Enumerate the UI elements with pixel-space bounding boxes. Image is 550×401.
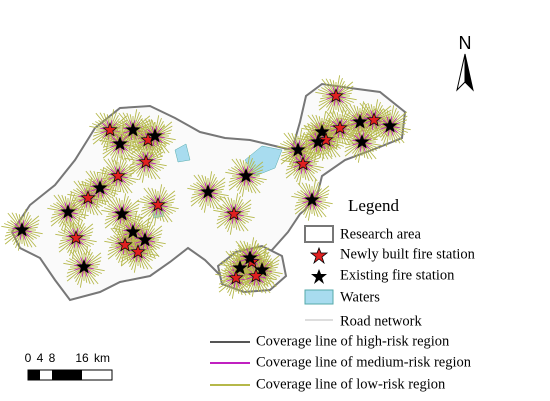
coverage-line (73, 180, 89, 199)
legend: Legend Research area Newly built fire st… (210, 196, 476, 392)
existing-station (254, 261, 270, 277)
coverage-line (110, 227, 126, 246)
legend-label: Newly built fire station (340, 246, 476, 262)
existing-station (125, 223, 141, 239)
new-station (318, 131, 334, 147)
legend-title: Legend (348, 196, 399, 215)
existing-station (76, 258, 92, 274)
existing-station (200, 183, 216, 199)
legend-swatch (311, 269, 327, 284)
coverage-line (143, 187, 159, 206)
new-station (138, 153, 154, 169)
new-station (332, 119, 348, 135)
coverage-line (193, 174, 209, 193)
existing-station (112, 135, 128, 151)
existing-station (147, 127, 163, 143)
coverage-line (107, 196, 123, 215)
legend-label: Coverage line of low-risk region (256, 376, 446, 392)
waters (174, 143, 191, 163)
existing-station (114, 205, 130, 221)
coverage-line (219, 196, 235, 215)
scale-label: 4 (37, 351, 44, 365)
scale-unit: km (94, 351, 110, 365)
coverage-line (231, 158, 247, 177)
coverage-line (303, 124, 319, 143)
new-station (226, 205, 242, 221)
new-station (295, 155, 311, 171)
coverage-line (347, 124, 363, 143)
legend-label: Coverage line of high-risk region (256, 333, 450, 349)
coverage-line (325, 110, 341, 129)
coverage-line (69, 249, 85, 268)
new-station (228, 269, 244, 285)
scale-label: 16 (75, 351, 89, 365)
legend-label: Coverage line of medium-risk region (256, 354, 472, 370)
coverage-line (235, 240, 251, 259)
new-station (328, 87, 344, 103)
scale-segment (28, 370, 40, 380)
legend-label: Research area (340, 226, 421, 242)
scale-label: 8 (49, 351, 56, 365)
scale-bar: 0 4 8 16 km (25, 351, 113, 381)
coverage-line (7, 212, 23, 231)
coverage-line (131, 144, 147, 163)
existing-station (352, 113, 368, 129)
legend-swatch (304, 289, 334, 305)
coverage-line (140, 118, 156, 137)
coverage-line (61, 220, 77, 239)
existing-station (232, 259, 248, 275)
coverage-line (288, 146, 304, 165)
existing-station (242, 249, 258, 265)
coverage-line (359, 102, 375, 121)
coverage-line (241, 258, 257, 277)
new-station (68, 229, 84, 245)
new-station (130, 243, 146, 259)
scale-segment (52, 370, 82, 380)
new-station (150, 196, 166, 212)
coverage-line (375, 108, 391, 127)
coverage-line (118, 112, 134, 131)
new-station (110, 167, 126, 183)
coverage-line (95, 112, 111, 131)
new-station (117, 236, 133, 252)
north-arrow: N (456, 33, 474, 92)
legend-label: Waters (340, 289, 380, 305)
existing-station (304, 191, 320, 207)
arrow-half (464, 53, 474, 92)
arrow-half (456, 53, 466, 92)
existing-station (137, 231, 153, 247)
coverage-line (133, 122, 149, 141)
coverage-line (103, 158, 119, 177)
coverage-line (118, 214, 134, 233)
coverage-line (53, 194, 69, 213)
coverage-line (283, 132, 299, 151)
new-station (366, 111, 382, 127)
legend-label: Road network (340, 313, 422, 329)
coverage-line (297, 182, 313, 201)
existing-station (60, 203, 76, 219)
coverage-line (345, 104, 361, 123)
scale-label: 0 (25, 351, 32, 365)
existing-station (314, 123, 330, 139)
existing-station (310, 133, 326, 149)
existing-station (290, 141, 306, 157)
existing-station (14, 221, 30, 237)
stations (14, 87, 398, 285)
existing-station (125, 121, 141, 137)
existing-station (354, 133, 370, 149)
coverage-line (85, 170, 101, 189)
legend-swatch (304, 225, 334, 243)
legend-label: Existing fire station (340, 267, 455, 283)
new-station (102, 121, 118, 137)
coverage-line (321, 78, 337, 97)
existing-station (382, 117, 398, 133)
new-station (248, 267, 264, 283)
new-station (80, 189, 96, 205)
north-label: N (459, 33, 472, 53)
coverage-line (221, 260, 237, 279)
existing-station (92, 179, 108, 195)
legend-swatch (309, 246, 329, 265)
existing-station (238, 167, 254, 183)
